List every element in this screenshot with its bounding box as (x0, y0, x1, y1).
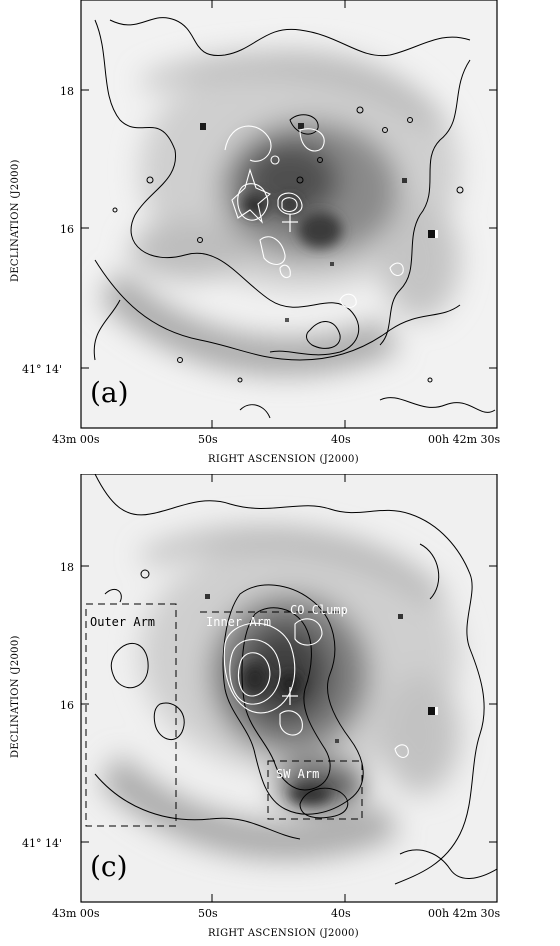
panel-a-black-contours (93, 17, 496, 419)
panel-a-frame (80, 0, 498, 429)
panel-c-frame (80, 474, 498, 903)
panel-c-ytick-14: 41° 14' (22, 837, 62, 850)
panel-a-xtick-43m00s: 43m 00s (52, 433, 100, 446)
panel-c-xtick-43m00s: 43m 00s (52, 907, 100, 920)
panel-c-ticks (81, 474, 497, 902)
panel-c-ytick-16: 16 (60, 699, 74, 712)
sw-arm-box (267, 760, 363, 820)
panel-a-ylabel: DECLINATION (J2000) (10, 159, 21, 282)
panel-a-xtick-50s: 50s (198, 433, 218, 446)
panel-c-image (81, 474, 497, 902)
panel-c-region-boxes (85, 603, 363, 827)
panel-c-figure: Outer Arm Inner Arm CO Clump SW Arm (c) … (10, 474, 500, 939)
panel-c-xtick-40s: 40s (331, 907, 351, 920)
panel-c-ylabel: DECLINATION (J2000) (10, 635, 21, 758)
panel-c-xlabel: RIGHT ASCENSION (J2000) (208, 928, 359, 939)
panel-a-figure: (a) 18 16 41° 14' 43m 00s 50s 40s 00h 42… (10, 0, 500, 465)
panel-a-white-contours (224, 125, 404, 309)
panel-a-ytick-14: 41° 14' (22, 363, 62, 376)
inner-arm-label: Inner Arm (206, 615, 271, 629)
panel-a-ytick-18: 18 (60, 85, 74, 98)
co-clump-label: CO Clump (290, 603, 348, 617)
panel-c: Outer Arm Inner Arm CO Clump SW Arm (c) … (0, 474, 560, 946)
sw-arm-label: SW Arm (276, 767, 319, 781)
panel-c-nucleus-cross (282, 687, 298, 705)
panel-a-ytick-16: 16 (60, 223, 74, 236)
outer-arm-label: Outer Arm (90, 615, 155, 629)
panel-a-xtick-40s: 40s (331, 433, 351, 446)
panel-a-xtick-42m30s: 00h 42m 30s (428, 433, 500, 446)
panel-a-ticks (81, 0, 497, 428)
panel-a-label: (a) (90, 376, 129, 409)
panel-c-white-contours (223, 618, 409, 758)
panel-c-xtick-42m30s: 00h 42m 30s (428, 907, 500, 920)
panel-a: (a) 18 16 41° 14' 43m 00s 50s 40s 00h 42… (0, 0, 560, 472)
panel-c-xtick-50s: 50s (198, 907, 218, 920)
panel-a-xlabel: RIGHT ASCENSION (J2000) (208, 454, 359, 465)
panel-a-image (81, 0, 497, 428)
panel-c-label: (c) (90, 850, 128, 883)
panel-a-nucleus-cross (282, 214, 298, 232)
panel-c-ytick-18: 18 (60, 561, 74, 574)
panel-c-black-contours (94, 474, 497, 885)
